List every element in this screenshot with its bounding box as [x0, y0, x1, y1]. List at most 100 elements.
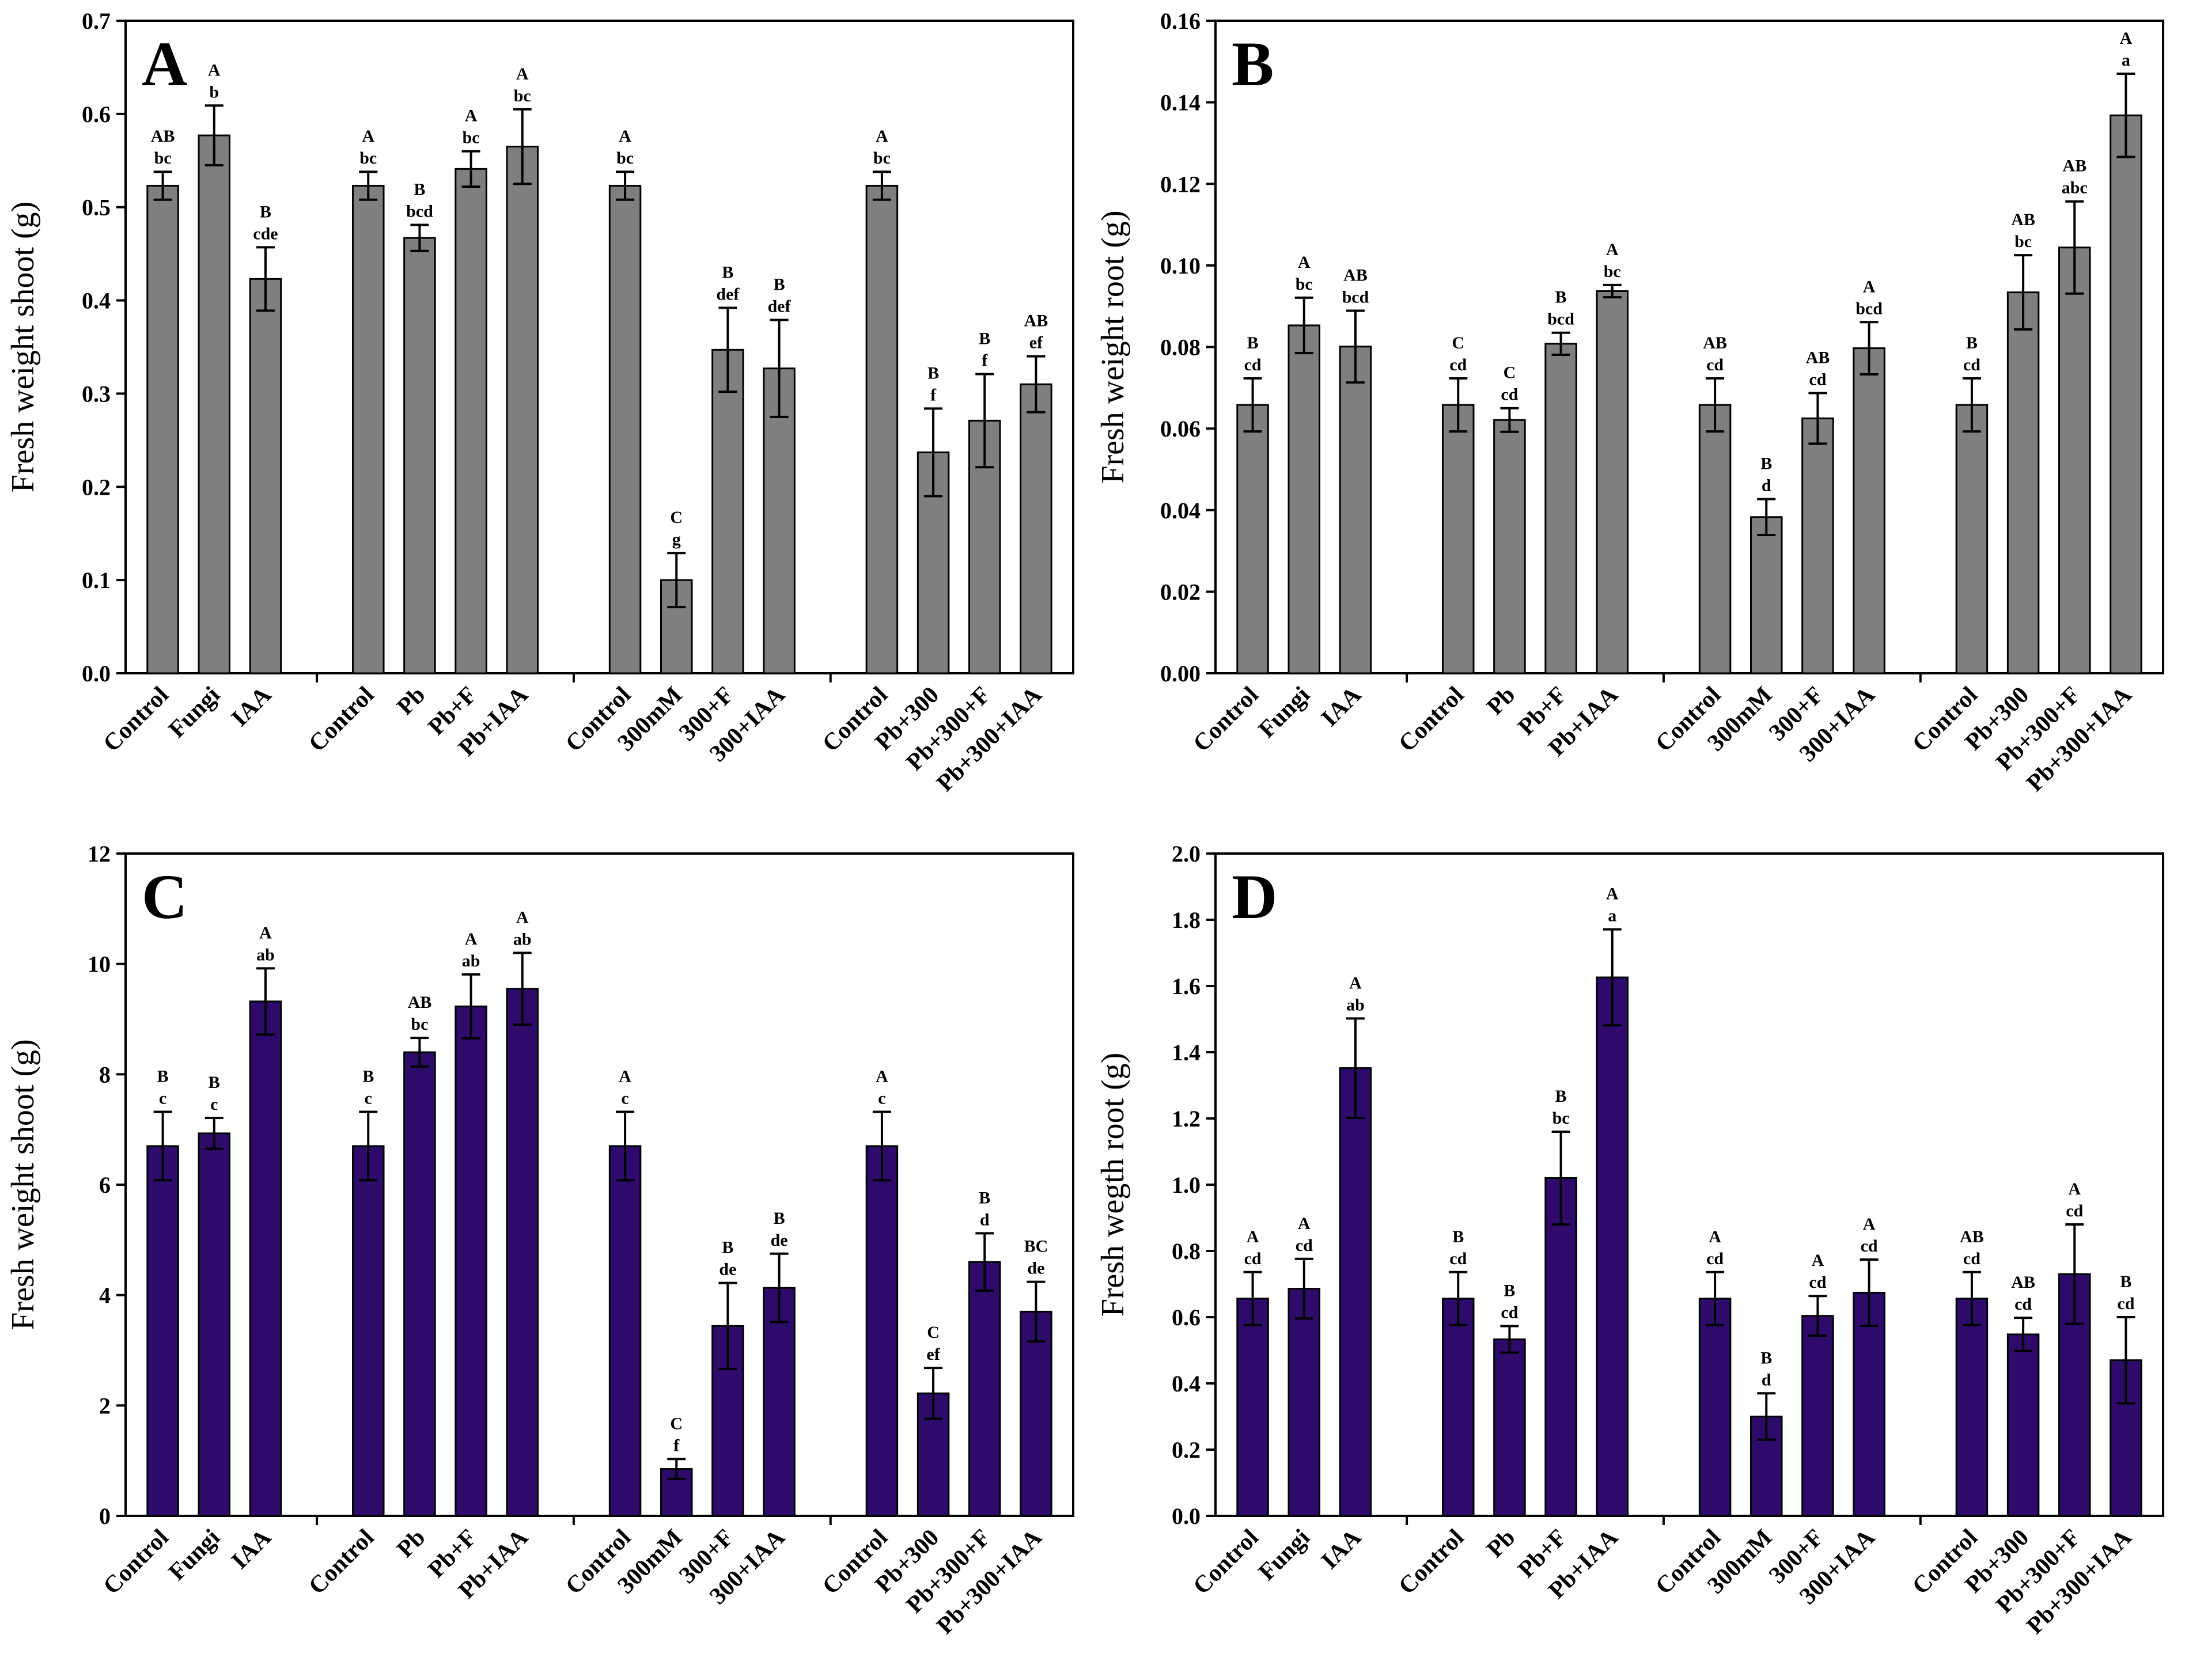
panel-b-sig-lower: cd	[1244, 355, 1262, 374]
panel-b-y-tick-label: 0.04	[1160, 498, 1201, 524]
panel-d-sig-upper: A	[1349, 973, 1362, 992]
panel-a-plot-frame	[124, 20, 1074, 674]
panel-d-sig-upper: A	[1709, 1227, 1721, 1246]
panel-c-y-tick-label: 10	[88, 951, 111, 977]
panel-d-y-tick-label: 1.6	[1172, 973, 1201, 999]
panel-c-sig-upper: A	[516, 908, 529, 927]
panel-c-bar	[1020, 1310, 1052, 1517]
panel-b-sig-upper: AB	[1703, 333, 1727, 352]
panel-d-y-tick-label: 0.8	[1172, 1238, 1201, 1264]
panel-b-category-label: Control	[1393, 682, 1469, 757]
panel-a-category-label: IAA	[226, 681, 277, 731]
panel-a-sig-upper: A	[208, 60, 221, 79]
panel-a-category-label: Control	[304, 682, 379, 757]
panel-b-bar	[1339, 346, 1372, 674]
panel-c-sig-upper: B	[722, 1238, 733, 1257]
panel-d-sig-upper: B	[1555, 1087, 1567, 1106]
panel-a-y-axis-title: Fresh weight shoot (g)	[5, 202, 41, 493]
panel-b-bar	[1493, 419, 1526, 674]
panel-b-bar	[1596, 290, 1629, 674]
panel-b-sig-upper: AB	[1343, 266, 1368, 285]
panel-a-sig-lower: g	[672, 530, 681, 549]
panel-c-sig-upper: B	[362, 1067, 374, 1086]
panel-b-sig-lower: abc	[2062, 179, 2088, 198]
panel-a-sig-lower: f	[982, 351, 988, 370]
panel-a-y-tick-label: 0.2	[82, 474, 111, 500]
panel-d-bar	[2006, 1333, 2040, 1517]
panel-b-bar	[2058, 246, 2091, 674]
panel-c-category-label: Pb	[392, 1524, 430, 1563]
panel-c-sig-lower: ab	[513, 930, 532, 949]
panel-a-sig-upper: B	[774, 275, 785, 294]
panel-b-bar	[1236, 404, 1269, 674]
panel-d-y-tick-label: 1.0	[1172, 1172, 1201, 1198]
panel-b-y-axis-title: Fresh weight root (g)	[1095, 210, 1131, 483]
panel-a-bar	[249, 278, 282, 674]
panel-d-category-label: Control	[1393, 1524, 1469, 1600]
panel-a-y-tick-label: 0.7	[82, 8, 111, 34]
panel-c-sig-upper: C	[670, 1414, 683, 1433]
panel-c-sig-upper: BC	[1024, 1237, 1048, 1256]
panel-d-sig-upper: AB	[2011, 1273, 2035, 1292]
panel-a-sig-upper: B	[260, 202, 271, 221]
panel-b-bar	[1442, 404, 1475, 674]
panel-d-bar	[1339, 1067, 1372, 1517]
panel-d-sig-lower: cd	[1296, 1236, 1313, 1255]
panel-d-sig-lower: cd	[1449, 1249, 1467, 1268]
panel-b-sig-lower: cd	[1963, 355, 1980, 374]
panel-d-category-label: IAA	[1316, 1524, 1366, 1574]
panel-c-sig-lower: ab	[256, 945, 275, 964]
panel-b-sig-upper: A	[1298, 253, 1311, 272]
panel-b-sig-lower: cd	[1706, 355, 1724, 374]
panel-a-sig-upper: C	[670, 508, 683, 527]
panel-d-sig-upper: AB	[1960, 1227, 1984, 1246]
panel-d-category-label: Control	[1188, 1524, 1264, 1600]
panel-d-sig-lower: ab	[1346, 995, 1365, 1014]
panel-b-category-label: Pb	[1482, 682, 1520, 720]
panel-c-sig-lower: c	[365, 1089, 372, 1108]
panel-a-sig-lower: bcd	[406, 202, 433, 221]
panel-b-sig-lower: a	[2122, 51, 2130, 70]
panel-d: D 0.0 0.2 0.4 0.6 0.8 1.0 1.2 1.4 1.6 1.8 2.0 Fresh …	[1095, 841, 2164, 1640]
panel-a-y-tick-label: 0.3	[82, 381, 111, 407]
panel-b-sig-upper: B	[1247, 333, 1259, 352]
panel-d-sig-upper: B	[1760, 1348, 1772, 1367]
panel-b-sig-lower: bc	[2014, 232, 2032, 251]
panel-d-bar	[1596, 976, 1629, 1517]
panel-c-sig-lower: c	[878, 1089, 885, 1108]
panel-d-y-tick-label: 0.2	[1172, 1437, 1201, 1463]
panel-a-sig-lower: def	[768, 297, 792, 316]
panel-c-bar	[198, 1132, 230, 1517]
panel-a-sig-lower: bc	[463, 128, 480, 147]
panel-b-y-tick-label: 0.10	[1160, 253, 1201, 279]
panel-a: A 0.0 0.1 0.2 0.3 0.4 0.5 0.6 0.7 Fresh weight sh…	[5, 8, 1074, 797]
panel-c-sig-lower: d	[980, 1210, 990, 1229]
panel-a-sig-upper: AB	[151, 127, 175, 146]
panel-a-bar	[711, 348, 744, 674]
panel-a-letter: A	[142, 29, 187, 99]
panel-d-sig-lower: a	[1608, 907, 1616, 926]
panel-c-sig-lower: c	[621, 1089, 628, 1108]
panel-b-bar	[1750, 516, 1783, 674]
panel-c-sig-lower: ef	[926, 1345, 940, 1364]
panel-c-sig-upper: B	[157, 1067, 169, 1086]
panel-c-sig-lower: c	[159, 1089, 166, 1108]
panel-c-sig-lower: c	[210, 1095, 218, 1114]
panel-b-bar	[2006, 291, 2040, 674]
panel-d-sig-lower: cd	[1809, 1273, 1826, 1292]
panel-a-sig-lower: bc	[514, 86, 531, 105]
panel-d-bar	[1544, 1177, 1577, 1517]
panel-a-sig-upper: A	[465, 107, 478, 126]
panel-d-bar	[1698, 1298, 1732, 1517]
panel-c-y-axis-title: Fresh weight shoot (g)	[5, 1039, 41, 1330]
panel-b-sig-lower: bcd	[1855, 299, 1883, 318]
panel-a-bar	[198, 134, 230, 674]
panel-d-sig-upper: A	[1298, 1214, 1311, 1233]
panel-c-sig-upper: C	[927, 1323, 940, 1342]
panel-b-bar	[2110, 114, 2142, 674]
panel-b-category-label: Control	[1188, 682, 1264, 757]
panel-a-sig-upper: B	[979, 329, 990, 348]
panel-d-sig-upper: A	[2068, 1180, 2081, 1199]
panel-b-sig-upper: AB	[1806, 348, 1830, 367]
panel-d-category-label: Pb	[1482, 1524, 1520, 1563]
